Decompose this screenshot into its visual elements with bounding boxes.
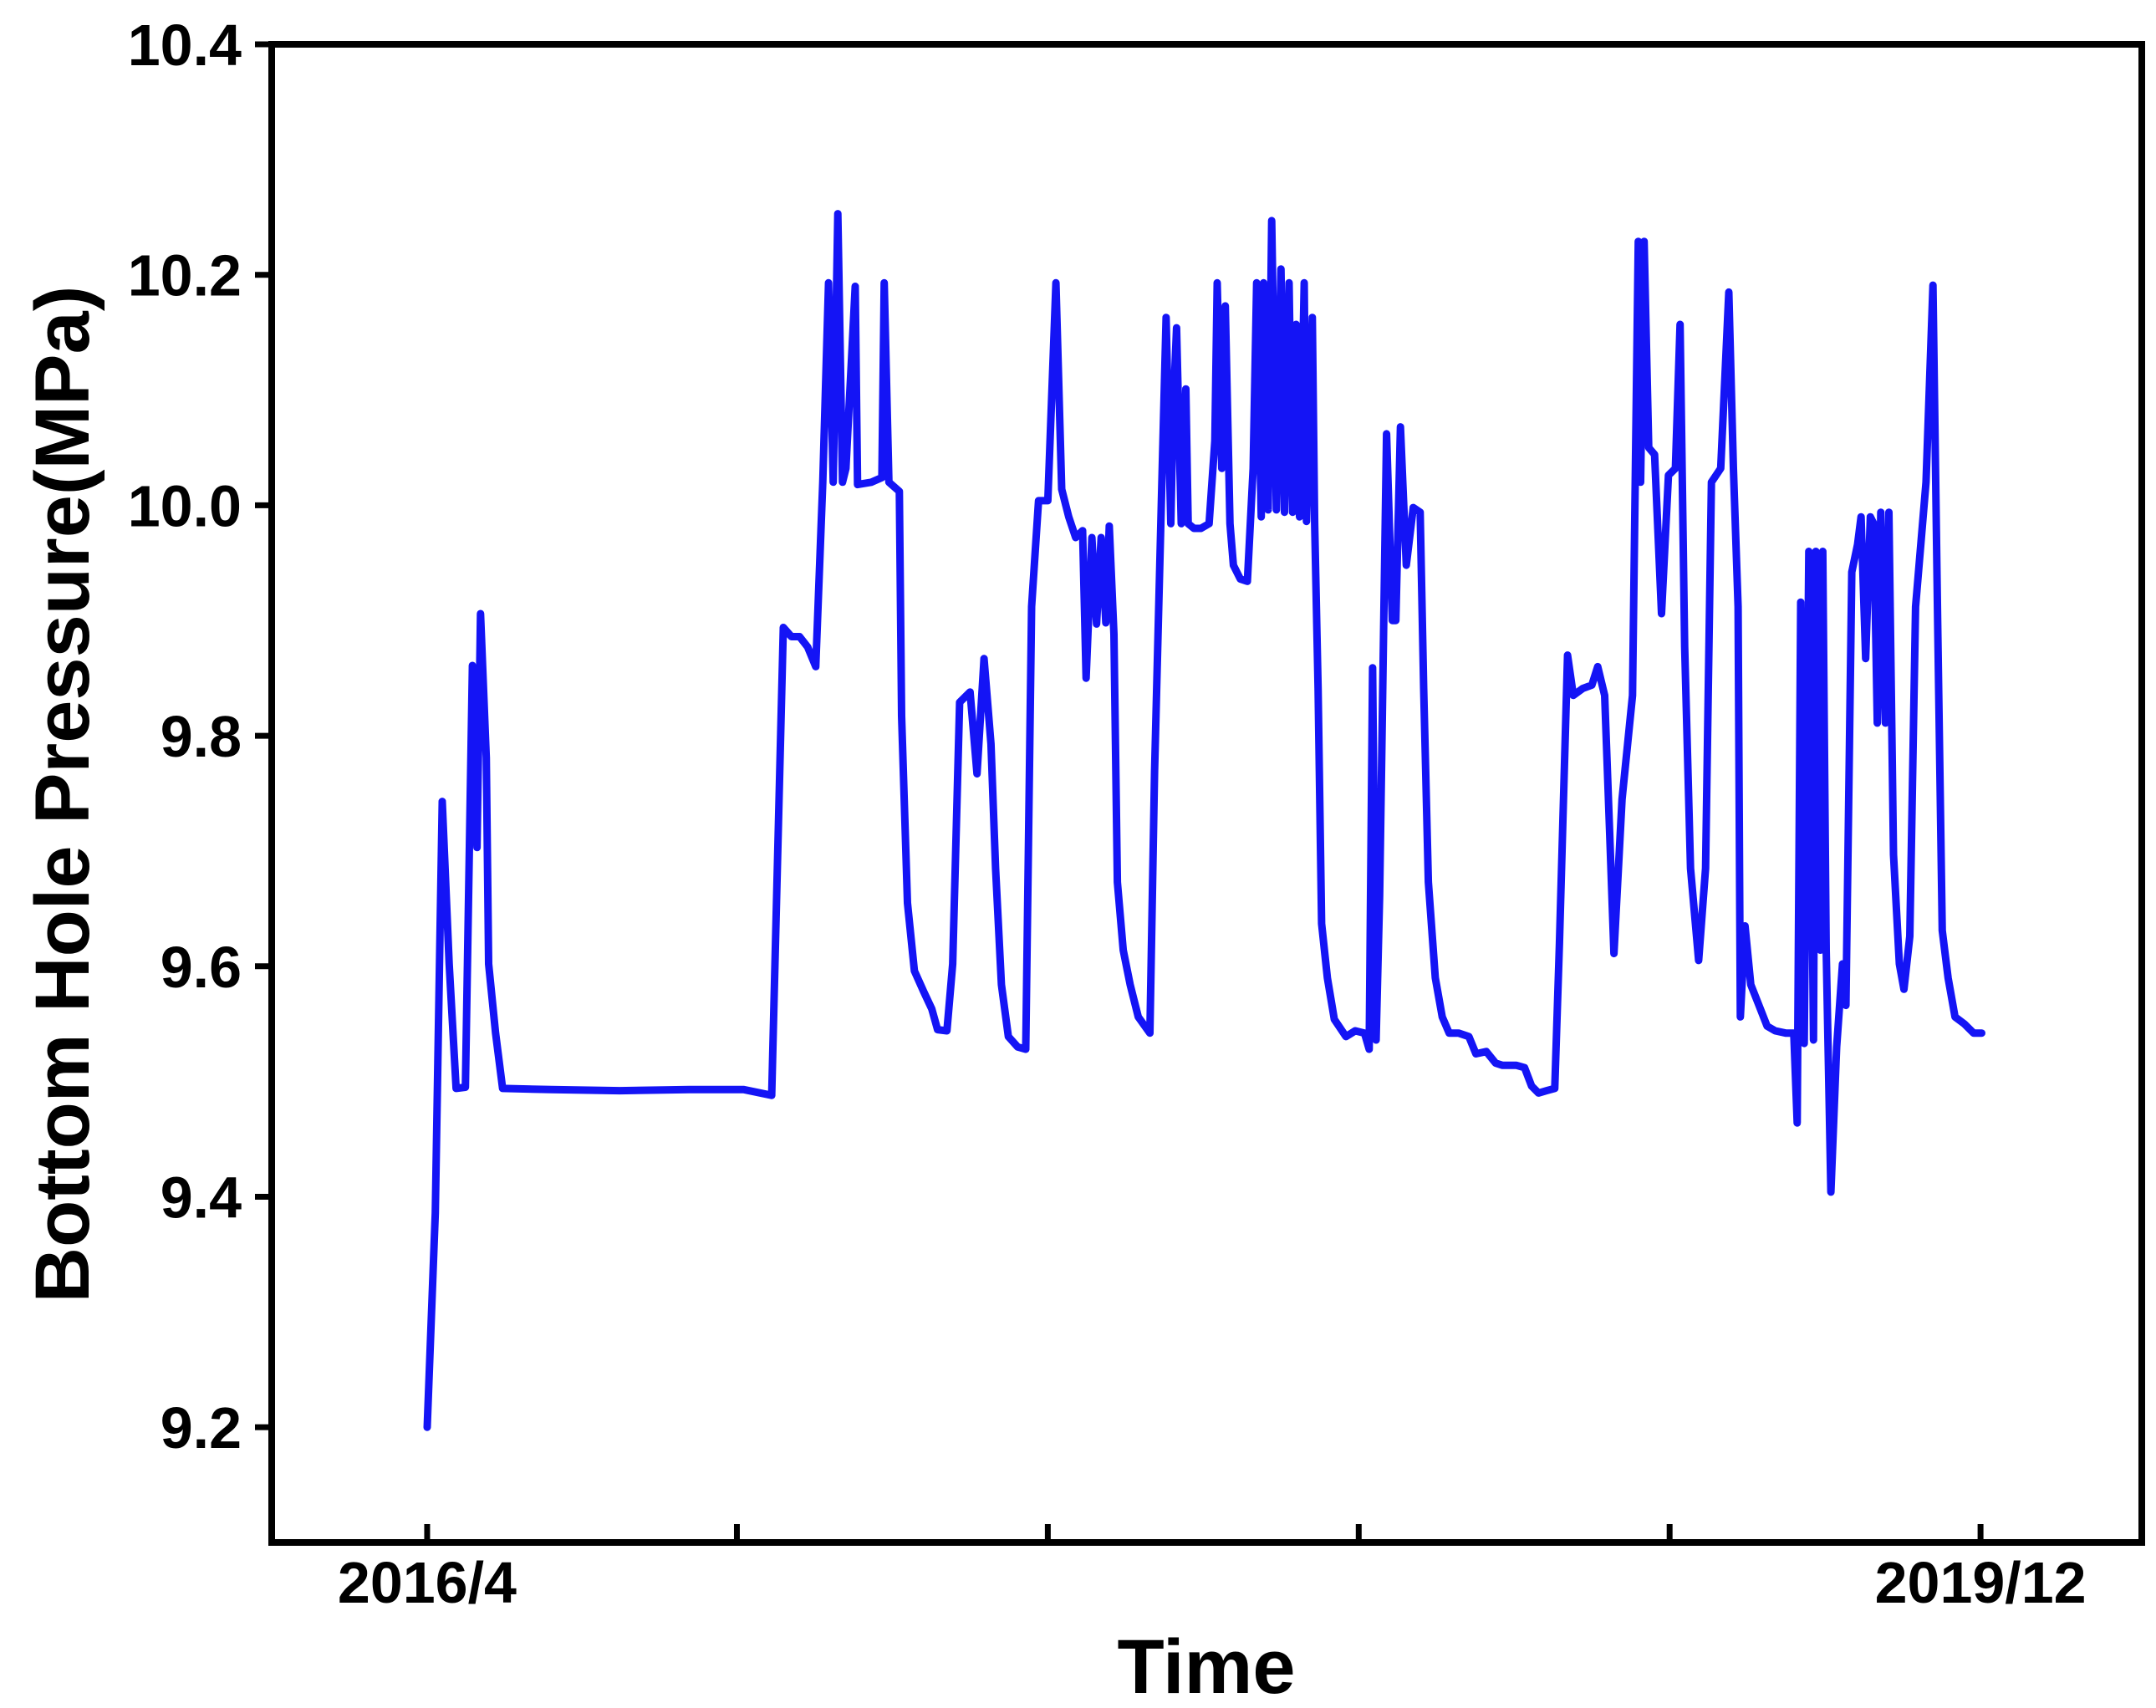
x-tick-label-0: 2016/4 — [338, 1550, 517, 1615]
series-line — [423, 210, 1985, 1431]
y-tick-label-3: 9.8 — [161, 704, 242, 769]
x-axis-title: Time — [1117, 1624, 1295, 1708]
y-axis-title: Bottom Hole Pressure(MPa) — [20, 286, 105, 1303]
plot-frame — [268, 41, 2145, 1546]
y-tick-label-4: 10.0 — [128, 473, 242, 538]
y-tick-label-0: 9.2 — [161, 1395, 242, 1461]
y-axis: 9.2 9.4 9.6 9.8 10.0 10.2 10.4 — [128, 13, 272, 1461]
y-tick-label-5: 10.2 — [128, 243, 242, 308]
x-axis: 2016/4 2019/12 — [338, 1524, 2087, 1615]
y-tick-label-1: 9.4 — [161, 1165, 242, 1230]
y-tick-label-2: 9.6 — [161, 935, 242, 1000]
y-tick-label-6: 10.4 — [128, 13, 242, 78]
x-tick-label-5: 2019/12 — [1875, 1550, 2087, 1615]
